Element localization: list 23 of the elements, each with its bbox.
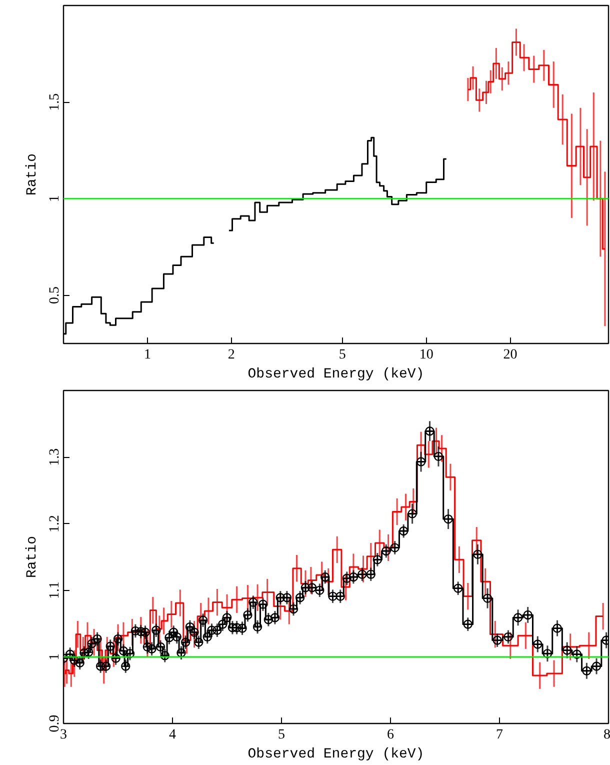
y-tick-label: 0.5	[48, 286, 62, 304]
y-tick-label: 1.5	[48, 93, 62, 111]
y-axis-title: Ratio	[24, 536, 40, 578]
x-tick-label: 8	[604, 728, 610, 742]
y-tick-label: 1.2	[48, 514, 62, 532]
x-tick-label: 5	[338, 348, 346, 362]
x-tick-label: 2	[228, 348, 235, 362]
y-tick-label: 1.1	[48, 582, 62, 600]
x-tick-label: 7	[496, 728, 503, 742]
y-tick-label: 1	[48, 195, 62, 202]
y-tick-label: 1.3	[48, 448, 62, 466]
x-tick-label: 6	[387, 728, 394, 742]
x-tick-label: 5	[278, 728, 285, 742]
y-tick-label: 1	[48, 653, 62, 660]
x-axis-title: Observed Energy (keV)	[248, 746, 424, 762]
x-tick-label: 4	[169, 728, 176, 742]
x-tick-label: 1	[144, 348, 151, 362]
x-tick-label: 3	[60, 728, 67, 742]
y-axis-title: Ratio	[24, 153, 40, 196]
x-tick-label: 10	[419, 348, 434, 362]
x-axis-title: Observed Energy (keV)	[248, 366, 424, 382]
y-tick-label: 0.9	[48, 714, 62, 732]
x-tick-label: 20	[503, 348, 518, 362]
